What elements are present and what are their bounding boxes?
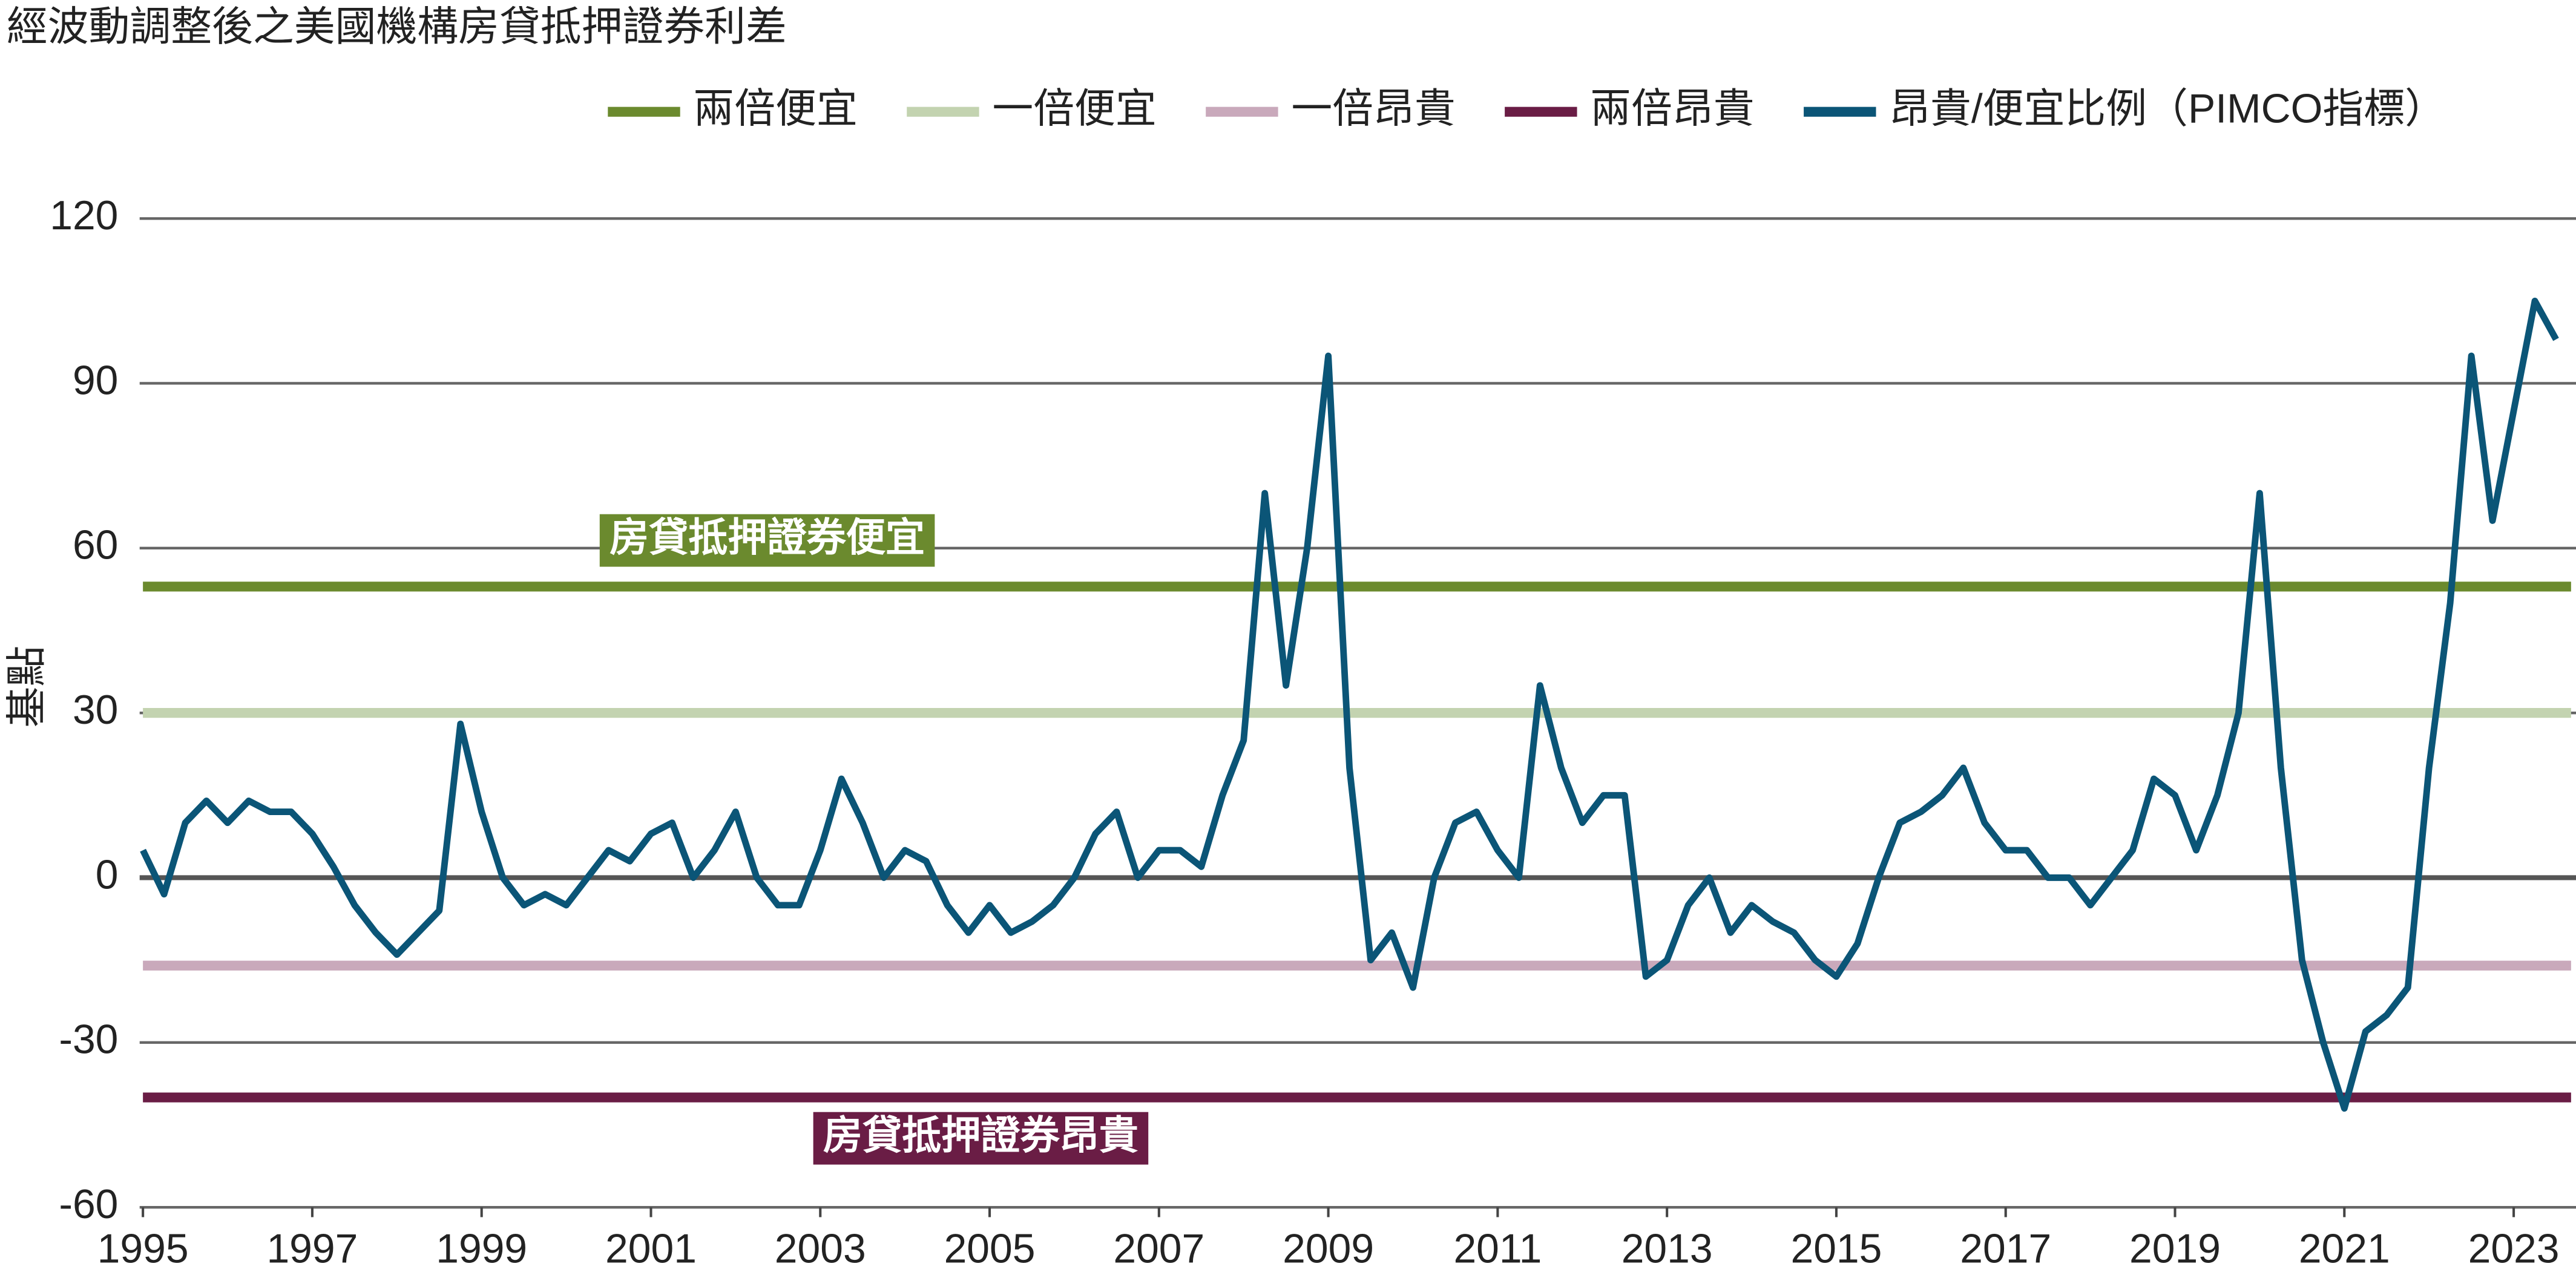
x-tick-label: 2001	[605, 1226, 697, 1271]
x-tick-label: 2009	[1283, 1226, 1374, 1271]
y-tick-label: -30	[59, 1017, 118, 1063]
x-tick-label: 2005	[944, 1226, 1036, 1271]
y-tick-label: 0	[96, 852, 119, 897]
x-tick-label: 1999	[436, 1226, 527, 1271]
legend-label: 一倍昂貴	[1291, 87, 1455, 132]
chart-title: 經波動調整後之美國機構房貸抵押證券利差	[7, 4, 787, 50]
legend-label: 昂貴/便宜比例（PIMCO指標）	[1889, 87, 2446, 132]
x-tick-label: 2015	[1790, 1226, 1882, 1271]
x-tick-label: 2011	[1453, 1226, 1542, 1271]
legend-label: 兩倍便宜	[693, 87, 857, 132]
data-line	[140, 297, 2559, 1112]
y-tick-label: 90	[73, 358, 118, 403]
y-tick-label: -60	[59, 1182, 118, 1227]
legend-label: 兩倍昂貴	[1590, 87, 1754, 132]
x-tick-label: 1997	[266, 1226, 358, 1271]
y-tick-label: 120	[50, 193, 118, 238]
annotation-box	[813, 1112, 1149, 1165]
x-tick-label: 2021	[2299, 1226, 2390, 1271]
x-tick-label: 1995	[97, 1226, 189, 1271]
x-tick-label: 2013	[1622, 1226, 1713, 1271]
annotation-text: 房貸抵押證券昂貴	[823, 1113, 1138, 1157]
y-tick-label: 60	[73, 523, 118, 568]
x-tick-label: 2019	[2129, 1226, 2221, 1271]
y-tick-label: 30	[73, 687, 118, 733]
annotation-text: 房貸抵押證券便宜	[610, 515, 925, 559]
x-tick-label: 2017	[1960, 1226, 2051, 1271]
y-axis-label: 基點	[4, 646, 50, 728]
x-tick-label: 2003	[775, 1226, 866, 1271]
x-tick-label: 2007	[1113, 1226, 1204, 1271]
legend-label: 一倍便宜	[992, 87, 1156, 132]
x-tick-label: 2023	[2468, 1226, 2560, 1271]
annotation-box	[599, 514, 935, 567]
